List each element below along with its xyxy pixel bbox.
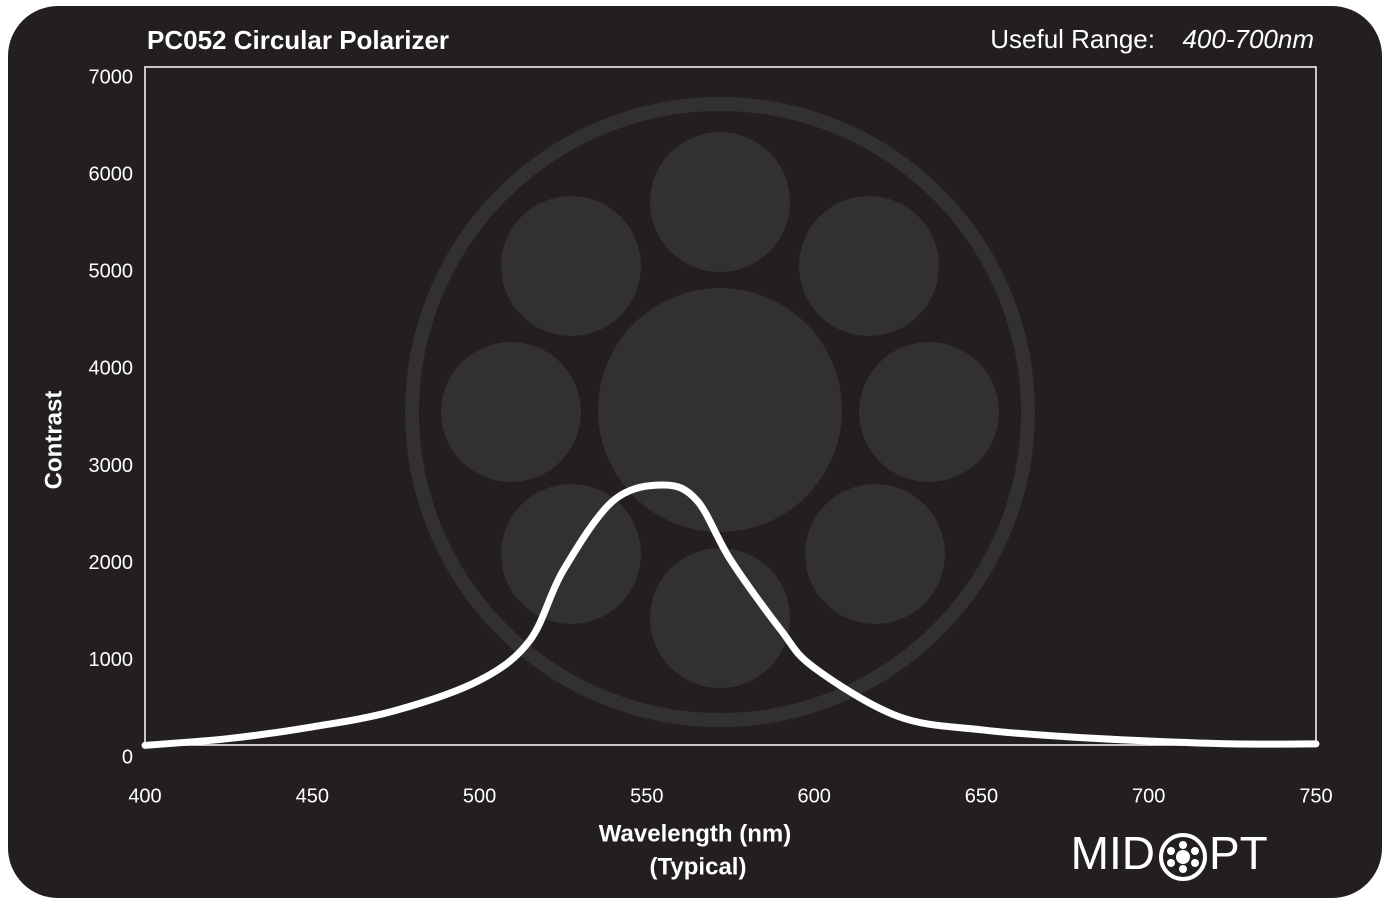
x-axis-note: (Typical) bbox=[650, 853, 747, 880]
x-tick-label: 650 bbox=[965, 785, 998, 807]
y-tick-label: 5000 bbox=[89, 261, 134, 283]
y-tick-label: 6000 bbox=[89, 163, 134, 185]
logo-icon bbox=[1176, 850, 1190, 864]
annotation-range: 400-700nm bbox=[1182, 24, 1314, 54]
x-axis-label: Wavelength (nm) bbox=[599, 820, 791, 847]
logo-icon bbox=[1179, 865, 1187, 873]
logo-icon bbox=[1167, 859, 1175, 867]
y-axis-label: Contrast bbox=[40, 391, 67, 490]
logo-left: MID bbox=[1071, 827, 1155, 879]
y-tick-label: 4000 bbox=[89, 358, 134, 380]
x-tick-label: 500 bbox=[463, 785, 496, 807]
x-tick-label: 700 bbox=[1132, 785, 1165, 807]
chart-title: PC052 Circular Polarizer bbox=[147, 25, 449, 55]
y-tick-label: 0 bbox=[122, 746, 133, 768]
x-tick-label: 550 bbox=[630, 785, 663, 807]
logo-icon bbox=[1191, 847, 1199, 855]
y-tick-label: 7000 bbox=[89, 66, 134, 88]
logo-icon bbox=[1179, 841, 1187, 849]
annotation: Useful Range: bbox=[990, 24, 1155, 54]
y-tick-label: 3000 bbox=[89, 455, 134, 477]
x-tick-label: 450 bbox=[296, 785, 329, 807]
logo-icon bbox=[1191, 859, 1199, 867]
x-tick-label: 750 bbox=[1299, 785, 1332, 807]
chart: PC052 Circular Polarizer Useful Range: 4… bbox=[0, 0, 1385, 903]
y-tick-label: 2000 bbox=[89, 552, 134, 574]
logo-icon bbox=[1167, 847, 1175, 855]
x-tick-label: 400 bbox=[128, 785, 161, 807]
logo-right: PT bbox=[1209, 827, 1268, 879]
y-tick-label: 1000 bbox=[89, 649, 134, 671]
x-tick-label: 600 bbox=[797, 785, 830, 807]
watermark bbox=[412, 104, 1028, 720]
